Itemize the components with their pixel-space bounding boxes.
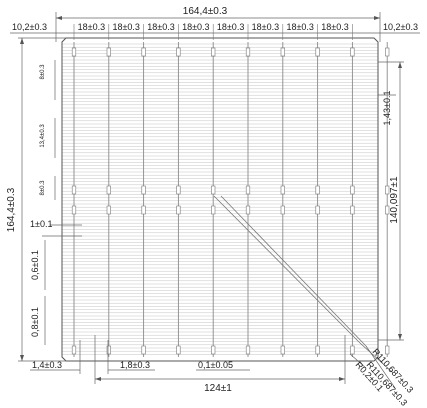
busbar-pad (385, 345, 390, 355)
busbar-pad (245, 205, 251, 215)
busbar-pad (385, 185, 390, 195)
arrow-down (20, 355, 24, 361)
label-busbar-pitch: 18±0.3 (112, 22, 139, 32)
busbar-pad (211, 185, 216, 195)
pitch-labels: 18±0.3 18±0.3 18±0.3 18±0.3 18±0.3 18±0.3 18±0… (73, 22, 353, 40)
label-pad-spacing-a: 8±0.3 (40, 64, 46, 80)
busbar-pad (141, 345, 146, 355)
busbar-pad (141, 47, 146, 57)
busbar-pad (315, 185, 320, 195)
label-finger-width-b: 0,8±0.1 (30, 307, 40, 337)
label-overall-height: 164,4±0.3 (6, 187, 17, 232)
label-busbar-pitch: 18±0.3 (252, 22, 279, 32)
busbar-pad (176, 47, 181, 57)
busbar-pad (315, 205, 320, 215)
arrow-up (20, 38, 24, 44)
label-busbar-pitch: 18±0.3 (217, 22, 244, 32)
label-busbar-pitch: 18±0.3 (182, 22, 209, 32)
radius-leader-1 (359, 342, 393, 373)
label-bottom-pad: 1,8±0.3 (120, 360, 150, 370)
busbar-pad (245, 185, 251, 195)
busbar-pad (106, 185, 111, 195)
busbars (71, 42, 390, 357)
label-small-gap: 1,43±0.1 (382, 91, 392, 126)
busbar-pad (385, 47, 390, 57)
busbar-pad (280, 345, 285, 355)
busbar-pad (350, 205, 355, 215)
busbar-pad (71, 345, 77, 355)
busbar-pad (350, 47, 355, 57)
label-busbar-length: 140,097±1 (389, 176, 400, 224)
radius-line-2 (220, 195, 367, 347)
label-busbar-pitch: 18±0.3 (321, 22, 348, 32)
busbar-pad (315, 47, 320, 57)
busbar-pad (350, 345, 355, 355)
radius-leader-3 (349, 353, 367, 369)
busbar-pad (106, 205, 111, 215)
busbar-pad (280, 47, 285, 57)
busbar-pad (315, 345, 320, 355)
arrow-left (56, 16, 62, 20)
label-busbar-pitch: 18±0.3 (286, 22, 313, 32)
busbar-pad (176, 185, 181, 195)
radius-leader-2 (365, 345, 396, 389)
busbar-pad (141, 185, 146, 195)
busbar-pad (71, 185, 77, 195)
label-busbar-pitch: 18±0.3 (78, 22, 105, 32)
arrow-span-left (95, 377, 101, 381)
busbar-pad (280, 205, 285, 215)
busbar-pad (176, 345, 181, 355)
busbar-pad (71, 205, 77, 215)
busbar-pad (106, 47, 111, 57)
busbar-pad (385, 205, 390, 215)
label-right-edge: 10,2±0.3 (383, 22, 418, 32)
label-bottom-left: 1,4±0.3 (32, 360, 62, 370)
label-left-edge: 10,2±0.3 (12, 22, 47, 32)
label-pad-width: 1±0.1 (30, 219, 52, 229)
label-pad-spacing-b: 13,4±0.3 (40, 124, 46, 148)
label-finger-gap: 0,1±0.05 (198, 360, 233, 370)
busbar-pad (350, 185, 355, 195)
busbar-pad (141, 205, 146, 215)
arrow-right (374, 16, 380, 20)
arrow-down-right (398, 334, 402, 340)
finger-grid (62, 43, 378, 355)
busbar-pad (176, 205, 181, 215)
label-pad-spacing-c: 8±0.3 (40, 180, 46, 196)
arrow-span-right (339, 377, 345, 381)
busbar-pad (280, 185, 285, 195)
cell-outline (61, 37, 379, 362)
label-bottom-span: 124±1 (204, 383, 232, 394)
radius-line-1 (213, 195, 361, 344)
busbar-pad (245, 345, 251, 355)
arrow-up-right (398, 62, 402, 68)
busbar-pad (211, 47, 216, 57)
busbar-pad (71, 47, 77, 57)
busbar-pad (211, 345, 216, 355)
label-overall-width: 164,4±0.3 (183, 6, 228, 17)
label-finger-width-a: 0,6±0.1 (30, 250, 40, 280)
busbar-pad (245, 47, 251, 57)
busbar-pad (106, 345, 111, 355)
busbar-pad (211, 205, 216, 215)
label-busbar-pitch: 18±0.3 (147, 22, 174, 32)
